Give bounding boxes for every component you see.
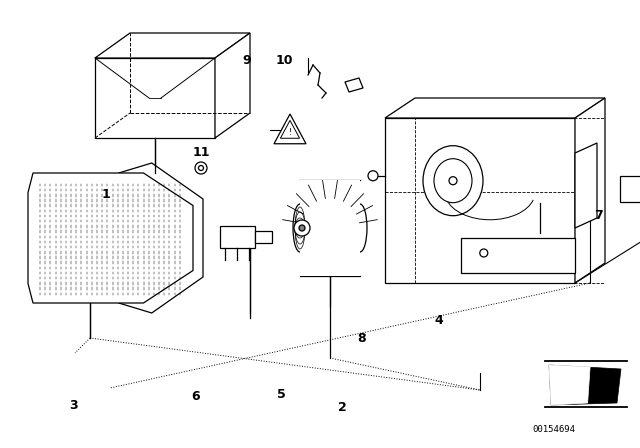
Polygon shape: [461, 238, 575, 273]
Ellipse shape: [423, 146, 483, 215]
Text: 3: 3: [69, 399, 78, 412]
Polygon shape: [575, 143, 597, 228]
Text: 1: 1: [101, 188, 110, 202]
Circle shape: [294, 220, 310, 236]
Polygon shape: [549, 365, 621, 405]
Polygon shape: [620, 176, 640, 202]
Polygon shape: [255, 231, 272, 243]
Text: 00154694: 00154694: [532, 425, 575, 434]
Circle shape: [480, 249, 488, 257]
Text: 5: 5: [277, 388, 286, 401]
Polygon shape: [385, 118, 575, 283]
Polygon shape: [280, 121, 300, 138]
Polygon shape: [220, 226, 255, 248]
Text: 2: 2: [338, 401, 347, 414]
Circle shape: [198, 165, 204, 171]
Text: 10: 10: [276, 54, 294, 67]
Text: !: !: [289, 128, 292, 137]
Polygon shape: [119, 163, 203, 313]
Text: 7: 7: [594, 208, 603, 222]
Polygon shape: [575, 98, 605, 283]
Circle shape: [195, 162, 207, 174]
Polygon shape: [215, 33, 250, 138]
Text: 4: 4: [434, 314, 443, 327]
Polygon shape: [385, 98, 605, 118]
Text: 8: 8: [357, 332, 366, 345]
Polygon shape: [95, 58, 215, 138]
Ellipse shape: [434, 159, 472, 202]
Ellipse shape: [353, 204, 367, 252]
Text: 9: 9: [242, 54, 251, 67]
Polygon shape: [28, 173, 193, 303]
Polygon shape: [274, 114, 306, 144]
Polygon shape: [549, 365, 590, 405]
Polygon shape: [95, 33, 250, 58]
Polygon shape: [345, 78, 363, 92]
Circle shape: [449, 177, 457, 185]
Circle shape: [368, 171, 378, 181]
Polygon shape: [300, 180, 360, 276]
Text: 11: 11: [193, 146, 211, 159]
Circle shape: [299, 225, 305, 231]
Text: 6: 6: [191, 390, 200, 403]
Ellipse shape: [293, 204, 307, 252]
